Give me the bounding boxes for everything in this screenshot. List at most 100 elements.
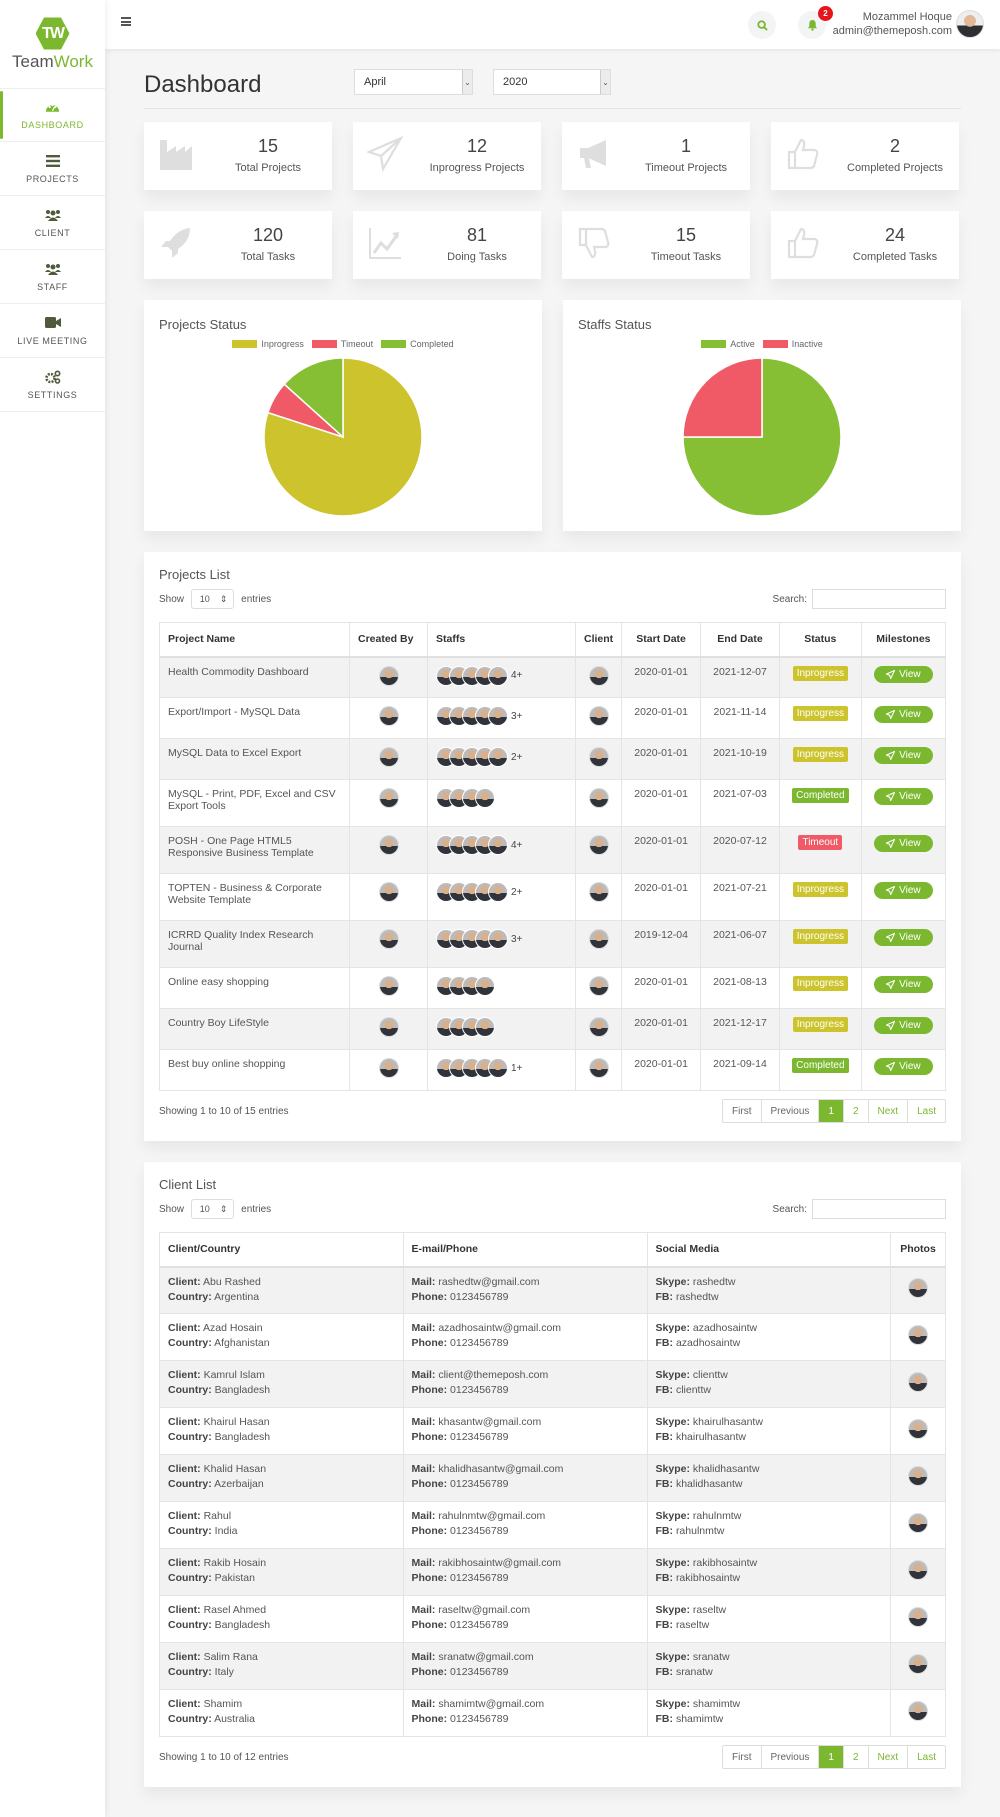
sidebar-item-dashboard[interactable]: DASHBOARD xyxy=(0,88,105,142)
view-milestones-button[interactable]: View xyxy=(874,706,933,723)
client-email[interactable]: raseltw@gmail.com xyxy=(438,1604,531,1616)
client-avatar[interactable] xyxy=(588,788,609,808)
column-header[interactable]: Photos xyxy=(890,1232,946,1268)
client-photo[interactable] xyxy=(908,1324,928,1345)
creator-avatar[interactable] xyxy=(378,1058,399,1078)
column-header[interactable]: Social Media xyxy=(646,1232,892,1268)
legend-item-completed[interactable]: Completed xyxy=(381,339,454,349)
more-staff-count[interactable]: 1+ xyxy=(511,1062,523,1074)
page-previous[interactable]: Previous xyxy=(762,1746,820,1768)
staff-avatar[interactable] xyxy=(475,788,495,808)
client-email[interactable]: khalidhasantw@gmail.com xyxy=(438,1463,564,1475)
client-email[interactable]: khasantw@gmail.com xyxy=(438,1416,542,1428)
project-name[interactable]: Export/Import - MySQL Data xyxy=(159,697,350,739)
staffs-pie[interactable] xyxy=(682,357,842,517)
creator-avatar[interactable] xyxy=(378,976,399,996)
legend-item-inprogress[interactable]: Inprogress xyxy=(232,339,304,349)
table-row[interactable]: Client: Khalid Hasan Country: Azerbaijan… xyxy=(159,1454,946,1502)
client-avatar[interactable] xyxy=(588,882,609,902)
stat-card-total-projects[interactable]: 15 Total Projects xyxy=(144,122,332,190)
table-row[interactable]: Client: Khairul Hasan Country: Banglades… xyxy=(159,1407,946,1455)
project-name[interactable]: MySQL - Print, PDF, Excel and CSV Export… xyxy=(159,779,350,827)
creator-avatar[interactable] xyxy=(378,929,399,949)
creator-avatar[interactable] xyxy=(378,835,399,855)
page-2[interactable]: 2 xyxy=(844,1100,869,1122)
sidebar-item-projects[interactable]: PROJECTS xyxy=(0,142,105,196)
view-milestones-button[interactable]: View xyxy=(874,882,933,899)
table-row[interactable]: Online easy shopping 2020-01-01 2021-08-… xyxy=(159,967,947,1009)
project-name[interactable]: POSH - One Page HTML5 Responsive Busines… xyxy=(159,826,350,874)
client-avatar[interactable] xyxy=(588,747,609,767)
page-1[interactable]: 1 xyxy=(819,1746,844,1768)
stat-card-completed-projects[interactable]: 2 Completed Projects xyxy=(771,122,959,190)
project-name[interactable]: Best buy online shopping xyxy=(159,1049,350,1091)
client-photo[interactable] xyxy=(908,1653,928,1674)
creator-avatar[interactable] xyxy=(378,665,399,686)
view-milestones-button[interactable]: View xyxy=(874,929,933,946)
view-milestones-button[interactable]: View xyxy=(874,1058,933,1075)
table-row[interactable]: Client: Abu Rashed Country: Argentina Ma… xyxy=(159,1266,946,1314)
page-next[interactable]: Next xyxy=(869,1100,909,1122)
client-photo[interactable] xyxy=(908,1418,928,1439)
page-last[interactable]: Last xyxy=(917,1751,936,1763)
creator-avatar[interactable] xyxy=(378,706,399,726)
client-email[interactable]: shamimtw@gmail.com xyxy=(438,1698,545,1710)
view-milestones-button[interactable]: View xyxy=(874,665,933,683)
table-row[interactable]: Best buy online shopping 1+ 2020-01-01 2… xyxy=(159,1049,947,1091)
user-avatar[interactable] xyxy=(956,10,984,38)
stat-card-inprogress-projects[interactable]: 12 Inprogress Projects xyxy=(353,122,541,190)
legend-item-active[interactable]: Active xyxy=(701,339,755,349)
client-avatar[interactable] xyxy=(588,835,609,855)
sidebar-item-live-meeting[interactable]: LIVE MEETING xyxy=(0,304,105,358)
project-name[interactable]: Online easy shopping xyxy=(159,967,350,1009)
logo[interactable]: TW TeamWork xyxy=(0,0,105,88)
creator-avatar[interactable] xyxy=(378,788,399,808)
more-staff-count[interactable]: 2+ xyxy=(511,751,523,763)
table-row[interactable]: TOPTEN - Business & Corporate Website Te… xyxy=(159,873,947,921)
client-photo[interactable] xyxy=(908,1465,928,1486)
page-previous[interactable]: Previous xyxy=(762,1100,820,1122)
project-name[interactable]: ICRRD Quality Index Research Journal xyxy=(159,920,350,968)
year-select[interactable]: 2020 ⌄ xyxy=(493,69,611,95)
staff-avatar[interactable] xyxy=(488,747,508,767)
staff-avatar[interactable] xyxy=(488,1058,508,1078)
entries-select[interactable]: 10 ⇕ xyxy=(190,1199,235,1219)
stat-card-timeout-projects[interactable]: 1 Timeout Projects xyxy=(562,122,750,190)
staff-avatar[interactable] xyxy=(475,1017,495,1037)
client-avatar[interactable] xyxy=(588,1058,609,1078)
column-header[interactable]: Staffs xyxy=(427,622,576,658)
entries-select[interactable]: 10 ⇕ xyxy=(190,589,235,609)
search-button[interactable] xyxy=(748,11,776,39)
project-name[interactable]: TOPTEN - Business & Corporate Website Te… xyxy=(159,873,350,921)
client-photo[interactable] xyxy=(908,1559,928,1580)
stat-card-doing-tasks[interactable]: 81 Doing Tasks xyxy=(353,211,541,279)
view-milestones-button[interactable]: View xyxy=(874,976,933,993)
column-header[interactable]: E-mail/Phone xyxy=(402,1232,648,1268)
stat-card-completed-tasks[interactable]: 24 Completed Tasks xyxy=(771,211,959,279)
projects-search-input[interactable] xyxy=(812,589,946,609)
page-first[interactable]: First xyxy=(723,1746,762,1768)
sidebar-item-staff[interactable]: STAFF xyxy=(0,250,105,304)
table-row[interactable]: Health Commodity Dashboard 4+ 2020-01-01… xyxy=(159,656,947,698)
client-avatar[interactable] xyxy=(588,1017,609,1037)
column-header[interactable]: Client xyxy=(574,622,623,658)
user-info[interactable]: Mozammel Hoque admin@themeposh.com xyxy=(833,10,952,38)
client-photo[interactable] xyxy=(908,1277,928,1298)
table-row[interactable]: Client: Shamim Country: Australia Mail: … xyxy=(159,1689,946,1737)
project-name[interactable]: MySQL Data to Excel Export xyxy=(159,738,350,780)
client-photo[interactable] xyxy=(908,1700,928,1721)
project-name[interactable]: Health Commodity Dashboard xyxy=(159,656,350,698)
page-1[interactable]: 1 xyxy=(819,1100,844,1122)
table-row[interactable]: Client: Kamrul Islam Country: Bangladesh… xyxy=(159,1360,946,1408)
creator-avatar[interactable] xyxy=(378,747,399,767)
column-header[interactable]: Milestones xyxy=(860,622,947,658)
legend-item-inactive[interactable]: Inactive xyxy=(762,339,823,349)
staff-avatar[interactable] xyxy=(488,929,508,949)
sidebar-item-client[interactable]: CLIENT xyxy=(0,196,105,250)
column-header[interactable]: Created By xyxy=(349,622,428,658)
more-staff-count[interactable]: 4+ xyxy=(511,839,523,851)
table-row[interactable]: Client: Salim Rana Country: Italy Mail: … xyxy=(159,1642,946,1690)
client-avatar[interactable] xyxy=(588,706,609,726)
client-email[interactable]: rahulnmtw@gmail.com xyxy=(438,1510,546,1522)
staff-avatar[interactable] xyxy=(488,665,508,686)
